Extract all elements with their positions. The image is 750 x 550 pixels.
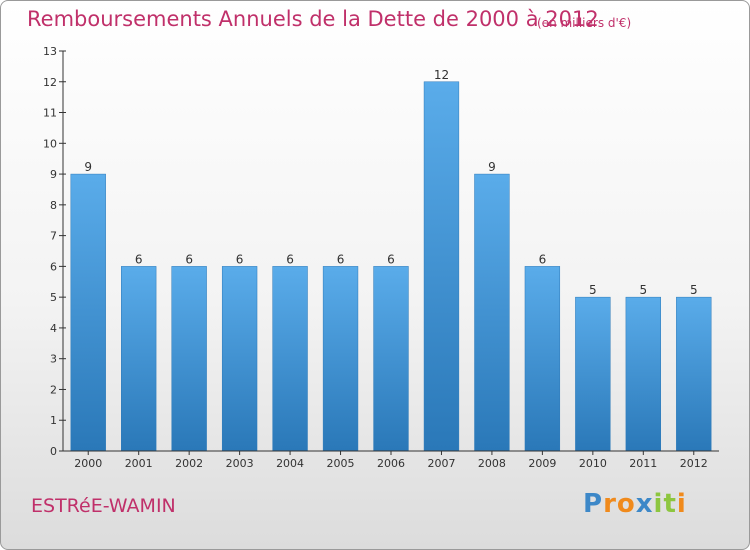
logo-letter: t — [663, 489, 677, 519]
bar-2009 — [524, 266, 561, 452]
x-tick-label: 2005 — [327, 457, 355, 470]
x-tick-label: 2001 — [125, 457, 153, 470]
y-tick-label: 11 — [43, 107, 57, 120]
y-tick-label: 13 — [43, 45, 57, 58]
bar-value-label: 9 — [84, 160, 92, 174]
y-tick-label: 12 — [43, 76, 57, 89]
y-tick-label: 9 — [50, 168, 57, 181]
bar-2004 — [272, 266, 308, 452]
y-tick-label: 8 — [50, 199, 57, 212]
bar-value-label: 12 — [434, 68, 449, 82]
logo-letter: P — [583, 489, 604, 519]
bar-value-label: 6 — [539, 252, 547, 266]
bar-2012 — [676, 296, 712, 452]
y-tick-label: 3 — [50, 353, 57, 366]
bar-value-label: 5 — [589, 283, 597, 297]
bar-2001 — [121, 266, 157, 452]
logo-letter: i — [676, 489, 687, 519]
x-tick-label: 2008 — [478, 457, 506, 470]
x-tick-label: 2009 — [528, 457, 556, 470]
logo-letter: i — [653, 489, 664, 519]
bar-value-label: 9 — [488, 160, 496, 174]
logo-letter: x — [635, 489, 654, 519]
bar-2011 — [625, 296, 661, 452]
x-tick-label: 2003 — [226, 457, 254, 470]
x-tick-label: 2010 — [579, 457, 607, 470]
chart-subtitle: (en milliers d'€) — [537, 16, 632, 30]
y-tick-label: 4 — [50, 322, 57, 335]
y-tick-label: 1 — [50, 414, 57, 427]
bar-value-label: 6 — [387, 252, 395, 266]
bar-value-label: 6 — [236, 252, 244, 266]
x-tick-label: 2011 — [629, 457, 657, 470]
bar-value-label: 6 — [286, 252, 294, 266]
proxiti-logo: Proxiti — [583, 489, 687, 519]
y-tick-label: 6 — [50, 260, 57, 273]
x-axis: 2000 2001 2002 2003 2004 2005 2006 2007 2008 2009… — [63, 450, 719, 470]
bar-2003 — [221, 266, 258, 452]
bar-2006 — [373, 266, 409, 452]
y-tick-label: 0 — [50, 445, 57, 458]
bar-value-label: 6 — [337, 252, 345, 266]
x-tick-label: 2000 — [74, 457, 102, 470]
logo-letter: r — [603, 489, 617, 519]
bar-2010 — [575, 296, 611, 452]
y-tick-label: 2 — [50, 383, 57, 396]
y-tick-label: 10 — [43, 137, 57, 150]
logo-letter: o — [616, 489, 636, 519]
y-tick-label: 5 — [50, 291, 57, 304]
y-tick-label: 7 — [50, 230, 57, 243]
x-tick-label: 2012 — [680, 457, 708, 470]
bar-2008 — [474, 173, 510, 452]
x-tick-label: 2002 — [175, 457, 203, 470]
x-tick-label: 2004 — [276, 457, 304, 470]
bar-2002 — [171, 266, 207, 452]
town-name: ESTRéE-WAMIN — [31, 495, 176, 517]
bar-value-label: 6 — [185, 252, 193, 266]
x-tick-label: 2006 — [377, 457, 405, 470]
bar-value-label: 5 — [639, 283, 647, 297]
x-tick-label: 2007 — [427, 457, 455, 470]
bar-2007 — [423, 81, 460, 452]
bar-2000 — [70, 173, 106, 452]
bar-value-label: 5 — [690, 283, 698, 297]
bars: 9 6 6 6 6 6 6 12 9 6 5 5 5 — [70, 68, 712, 452]
bar-value-label: 6 — [135, 252, 143, 266]
chart-title: Remboursements Annuels de la Dette de 20… — [27, 7, 599, 31]
bar-2005 — [322, 266, 359, 452]
